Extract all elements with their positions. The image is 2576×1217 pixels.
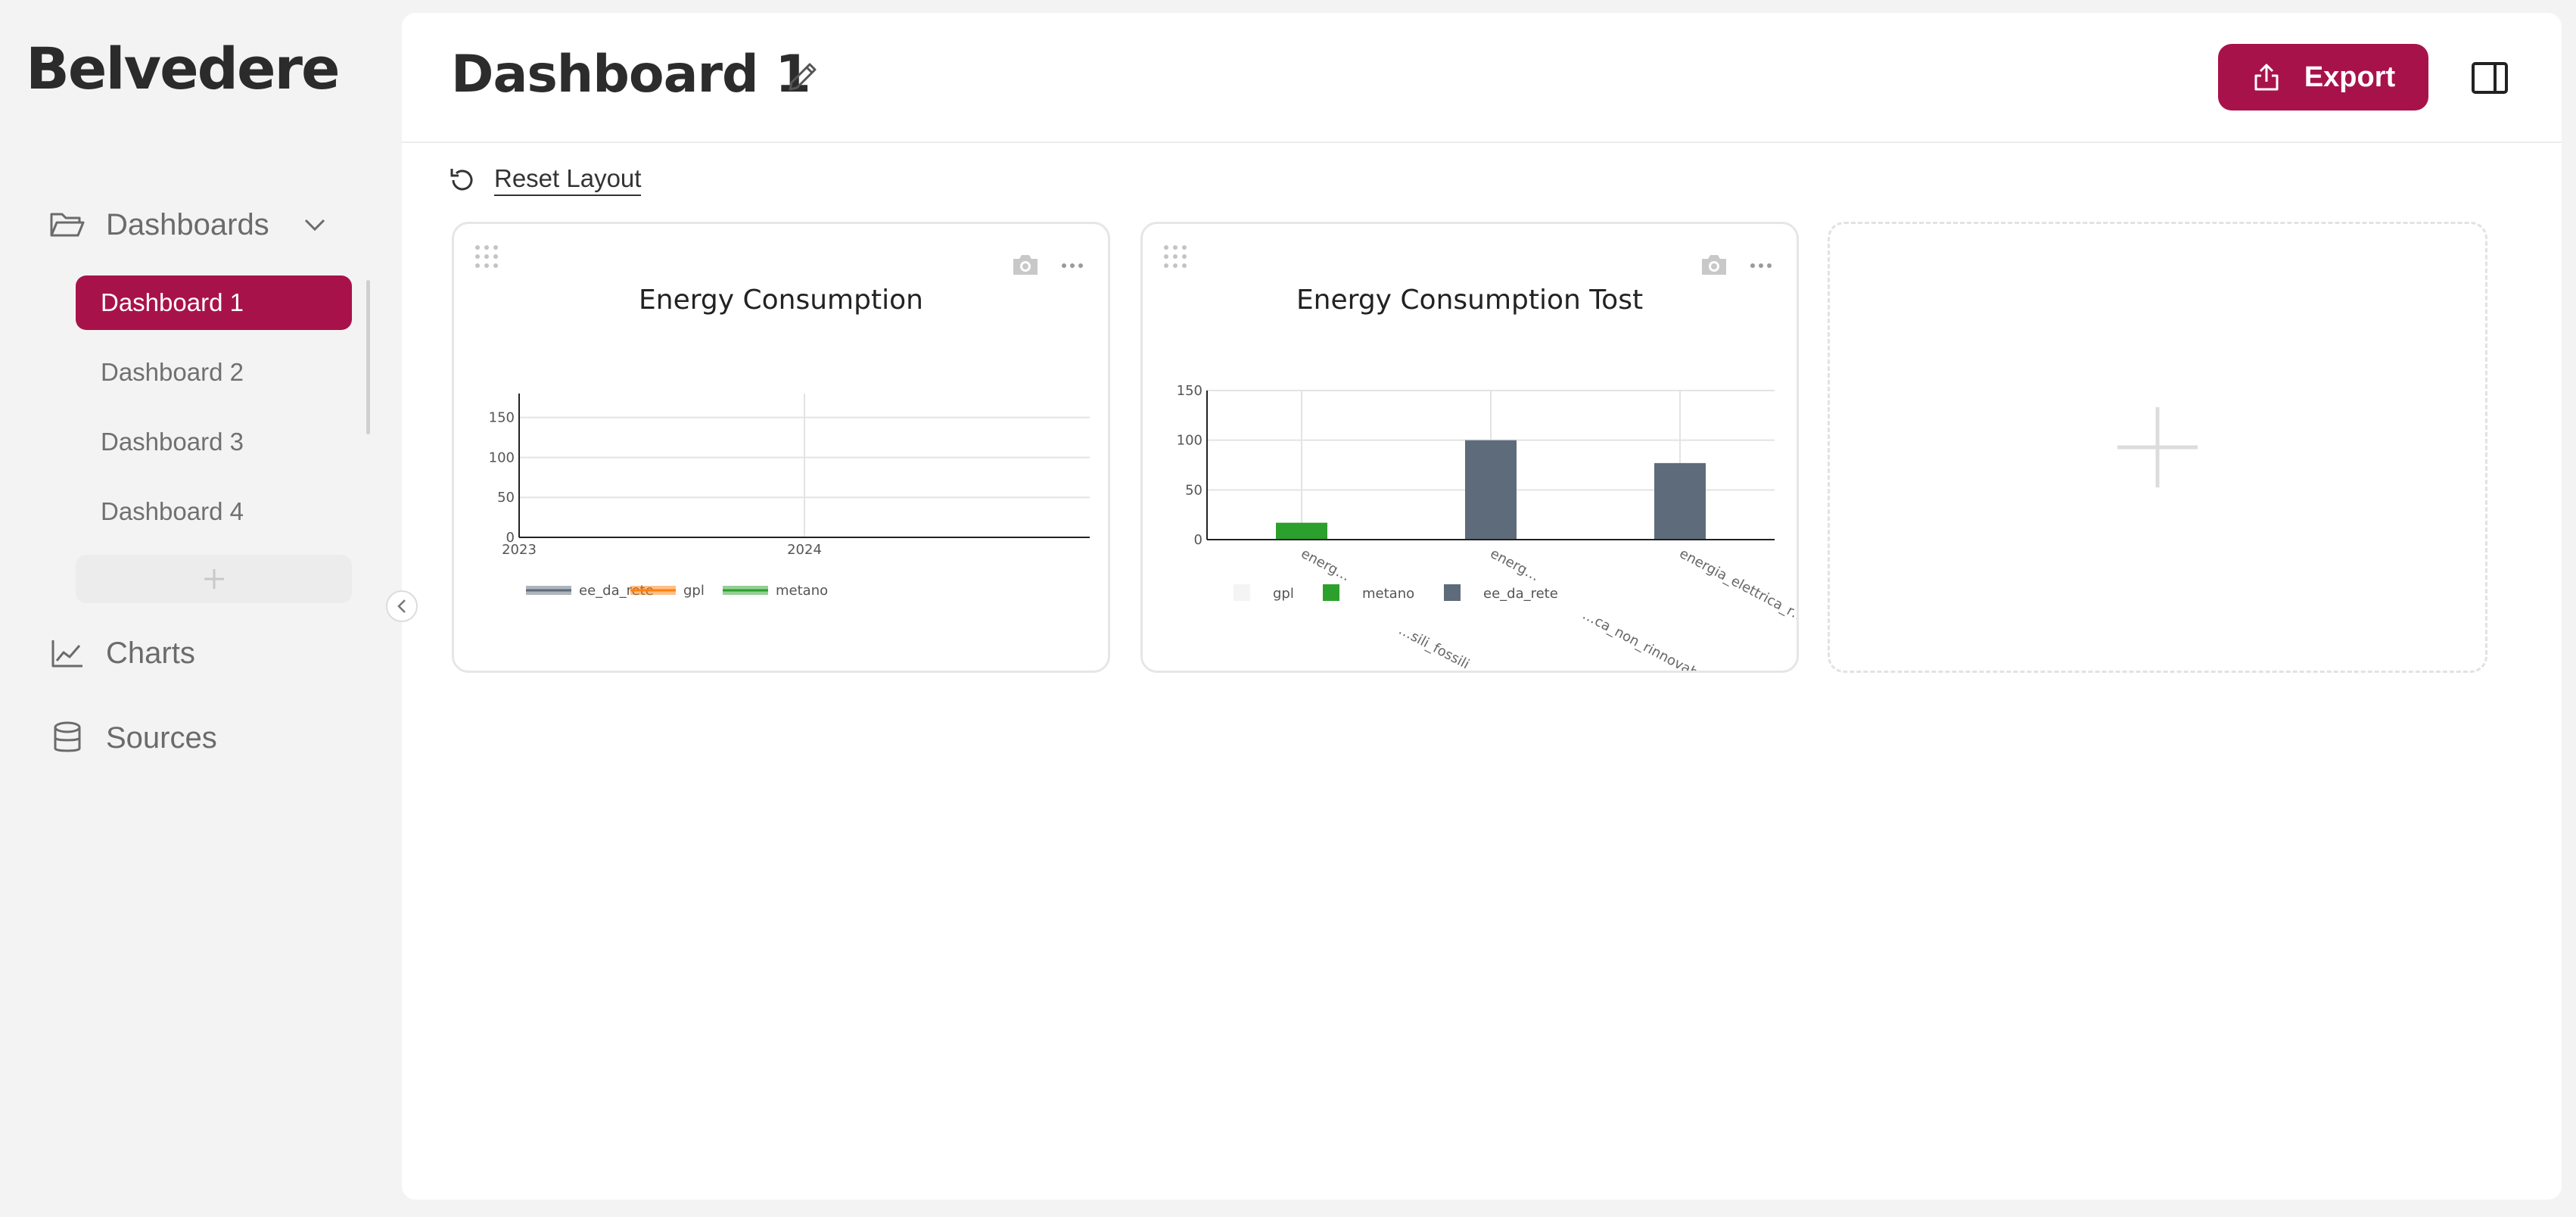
export-button[interactable]: Export bbox=[2218, 44, 2428, 110]
dashboard-list: Dashboard 1 Dashboard 2 Dashboard 3 Dash… bbox=[76, 275, 352, 554]
x-tick-label: energ… bbox=[1299, 546, 1353, 584]
sidebar-section-label: Sources bbox=[106, 721, 217, 755]
drag-handle-icon[interactable] bbox=[1162, 244, 1188, 269]
add-chart-placeholder[interactable] bbox=[1828, 222, 2487, 673]
page-header: Dashboard 1 Export bbox=[402, 13, 2562, 143]
sidebar-section-charts[interactable]: Charts bbox=[48, 634, 195, 672]
legend-swatch bbox=[1323, 584, 1339, 601]
legend-label: metano bbox=[1362, 586, 1414, 602]
y-tick-label: 50 bbox=[497, 490, 515, 506]
legend-label: ee_da_rete bbox=[1483, 586, 1558, 602]
sidebar-item-dashboard-2[interactable]: Dashboard 2 bbox=[101, 358, 244, 386]
bar-chart: 0 50 100 150 energ… energ… energia_elettrica_r… bbox=[1177, 383, 1797, 671]
bar bbox=[1654, 462, 1706, 540]
more-options-icon[interactable] bbox=[1058, 254, 1087, 277]
x-tick-label: 2024 bbox=[787, 542, 822, 558]
database-icon bbox=[48, 719, 86, 757]
x-tick-label-fragment: …sili_fossili bbox=[1396, 622, 1472, 671]
y-tick-label: 150 bbox=[489, 410, 515, 426]
chart-title: Energy Consumption Tost bbox=[1296, 285, 1644, 316]
sidebar-section-label: Dashboards bbox=[106, 207, 269, 241]
x-tick-label-fragment: …ca_non_rinnovab… bbox=[1580, 607, 1713, 671]
chart-title: Energy Consumption bbox=[639, 285, 923, 316]
sidebar: Belvedere Dashboards Dashboard 1 Dashboa… bbox=[0, 0, 401, 1217]
plus-icon bbox=[2117, 407, 2198, 487]
legend-swatch bbox=[1444, 584, 1461, 601]
x-tick-label: 2023 bbox=[502, 542, 537, 558]
bar bbox=[1465, 440, 1517, 540]
sidebar-section-label: Charts bbox=[106, 636, 195, 670]
plus-icon bbox=[204, 569, 224, 589]
brand-logo: Belvedere bbox=[26, 35, 341, 102]
legend-label: gpl bbox=[1273, 586, 1294, 602]
reset-layout-label: Reset Layout bbox=[494, 164, 642, 196]
collapse-sidebar-button[interactable] bbox=[386, 590, 418, 622]
y-tick-label: 150 bbox=[1177, 383, 1202, 399]
y-tick-label: 0 bbox=[506, 530, 515, 546]
line-chart-icon bbox=[48, 634, 86, 672]
bar bbox=[1276, 522, 1327, 540]
y-tick-label: 50 bbox=[1185, 482, 1202, 498]
sidebar-section-dashboards[interactable]: Dashboards bbox=[48, 206, 330, 244]
chevron-left-icon bbox=[397, 599, 406, 613]
folder-open-icon bbox=[48, 206, 86, 244]
add-dashboard-button[interactable] bbox=[76, 555, 352, 603]
chevron-down-icon[interactable] bbox=[300, 210, 330, 240]
y-tick-label: 100 bbox=[489, 450, 515, 465]
x-tick-label: energia_elettrica_r… bbox=[1677, 546, 1797, 626]
sidebar-scrollbar[interactable] bbox=[366, 280, 370, 434]
drag-handle-icon[interactable] bbox=[474, 244, 499, 269]
right-panel-toggle-icon[interactable] bbox=[2470, 58, 2509, 98]
main-panel: Dashboard 1 Export Reset Layout Energy C… bbox=[402, 13, 2562, 1200]
rotate-ccw-icon bbox=[450, 169, 473, 191]
y-tick-label: 0 bbox=[1194, 532, 1202, 548]
sidebar-item-dashboard-1[interactable]: Dashboard 1 bbox=[76, 275, 352, 330]
sidebar-section-sources[interactable]: Sources bbox=[48, 719, 217, 757]
export-label: Export bbox=[2304, 61, 2396, 93]
sidebar-item-dashboard-3[interactable]: Dashboard 3 bbox=[101, 428, 244, 456]
pencil-icon[interactable] bbox=[782, 55, 824, 98]
reset-layout-button[interactable]: Reset Layout bbox=[447, 164, 642, 196]
y-tick-label: 100 bbox=[1177, 433, 1202, 449]
legend-label: metano bbox=[776, 583, 828, 599]
x-tick-label: energ… bbox=[1488, 546, 1542, 584]
camera-icon[interactable] bbox=[1011, 253, 1040, 277]
chart-card-energy-consumption: Energy Consumption 0 50 100 150 2023 2024 ee_d… bbox=[452, 222, 1110, 673]
more-options-icon[interactable] bbox=[1747, 254, 1775, 277]
camera-icon[interactable] bbox=[1700, 253, 1728, 277]
chart-card-energy-consumption-tost: Energy Consumption Tost 0 50 100 150 energ… e… bbox=[1140, 222, 1799, 673]
sidebar-item-dashboard-4[interactable]: Dashboard 4 bbox=[101, 497, 244, 525]
legend-label: gpl bbox=[683, 583, 705, 599]
upload-icon bbox=[2251, 62, 2282, 92]
page-title: Dashboard 1 bbox=[451, 45, 811, 104]
legend-swatch bbox=[1234, 584, 1250, 601]
